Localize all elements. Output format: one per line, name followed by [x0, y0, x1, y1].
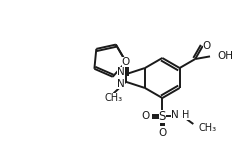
Text: O: O [122, 57, 130, 67]
Text: N: N [171, 110, 178, 120]
Text: N: N [117, 79, 125, 89]
Text: H: H [182, 110, 190, 120]
Text: O: O [141, 111, 149, 121]
Text: O: O [158, 128, 166, 138]
Text: CH₃: CH₃ [104, 93, 122, 103]
Text: O: O [203, 41, 211, 51]
Text: S: S [159, 109, 166, 123]
Text: N: N [117, 67, 125, 77]
Text: CH₃: CH₃ [198, 123, 216, 133]
Text: OH: OH [217, 51, 233, 61]
